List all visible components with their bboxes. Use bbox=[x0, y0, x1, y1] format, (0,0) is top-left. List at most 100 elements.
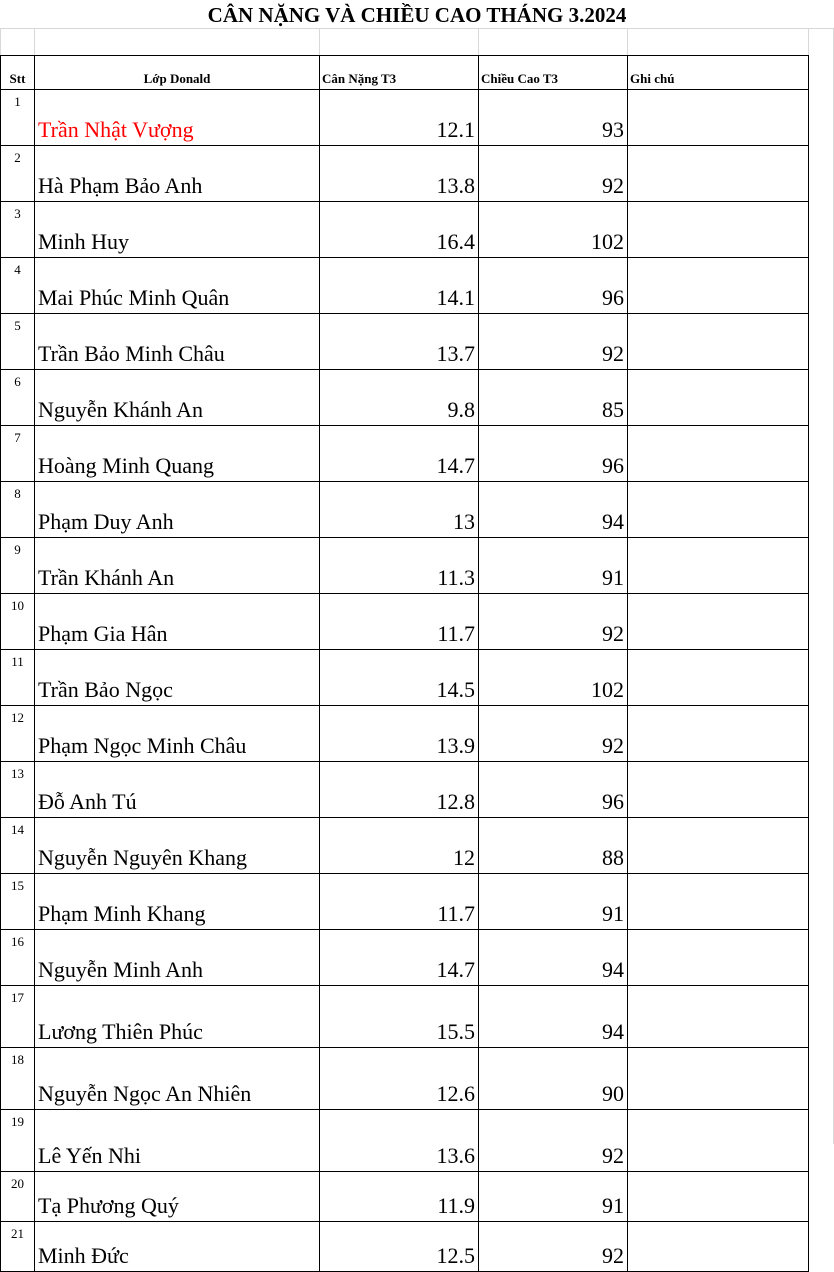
row-stt[interactable]: 11 bbox=[0, 649, 35, 706]
row-stt[interactable]: 18 bbox=[0, 1047, 35, 1110]
row-stt[interactable]: 16 bbox=[0, 929, 35, 986]
row-height[interactable]: 92 bbox=[478, 1109, 628, 1172]
row-note[interactable] bbox=[627, 1221, 809, 1272]
row-name[interactable]: Phạm Minh Khang bbox=[34, 873, 320, 930]
row-height[interactable]: 96 bbox=[478, 425, 628, 482]
row-stt[interactable]: 6 bbox=[0, 369, 35, 426]
row-weight[interactable]: 9.8 bbox=[319, 369, 479, 426]
row-stt[interactable]: 2 bbox=[0, 145, 35, 202]
row-name[interactable]: Nguyễn Khánh An bbox=[34, 369, 320, 426]
row-height[interactable]: 91 bbox=[478, 537, 628, 594]
row-weight[interactable]: 12.8 bbox=[319, 761, 479, 818]
row-name[interactable]: Trần Bảo Minh Châu bbox=[34, 313, 320, 370]
row-stt[interactable]: 19 bbox=[0, 1109, 35, 1172]
row-height[interactable]: 92 bbox=[478, 1221, 628, 1272]
row-weight[interactable]: 14.5 bbox=[319, 649, 479, 706]
row-height[interactable]: 102 bbox=[478, 201, 628, 258]
row-note[interactable] bbox=[627, 873, 809, 930]
row-note[interactable] bbox=[627, 929, 809, 986]
row-stt[interactable]: 10 bbox=[0, 593, 35, 650]
row-note[interactable] bbox=[627, 369, 809, 426]
row-stt[interactable]: 7 bbox=[0, 425, 35, 482]
row-height[interactable]: 88 bbox=[478, 817, 628, 874]
row-note[interactable] bbox=[627, 817, 809, 874]
row-note[interactable] bbox=[627, 89, 809, 146]
row-name[interactable]: Hà Phạm Bảo Anh bbox=[34, 145, 320, 202]
row-note[interactable] bbox=[627, 537, 809, 594]
row-weight[interactable]: 15.5 bbox=[319, 985, 479, 1048]
cell[interactable] bbox=[478, 28, 628, 56]
row-name[interactable]: Trần Khánh An bbox=[34, 537, 320, 594]
row-weight[interactable]: 16.4 bbox=[319, 201, 479, 258]
row-name[interactable]: Lê Yến Nhi bbox=[34, 1109, 320, 1172]
header-note[interactable]: Ghi chú bbox=[627, 55, 809, 90]
cell[interactable] bbox=[319, 28, 479, 56]
row-note[interactable] bbox=[627, 201, 809, 258]
row-name[interactable]: Trần Nhật Vượng bbox=[34, 89, 320, 146]
row-weight[interactable]: 11.9 bbox=[319, 1171, 479, 1222]
row-note[interactable] bbox=[627, 1047, 809, 1110]
row-weight[interactable]: 14.7 bbox=[319, 425, 479, 482]
row-stt[interactable]: 12 bbox=[0, 705, 35, 762]
cell[interactable] bbox=[0, 28, 35, 56]
row-stt[interactable]: 4 bbox=[0, 257, 35, 314]
row-height[interactable]: 96 bbox=[478, 761, 628, 818]
header-height[interactable]: Chiều Cao T3 bbox=[478, 55, 628, 90]
row-stt[interactable]: 9 bbox=[0, 537, 35, 594]
row-height[interactable]: 96 bbox=[478, 257, 628, 314]
row-height[interactable]: 90 bbox=[478, 1047, 628, 1110]
row-height[interactable]: 92 bbox=[478, 705, 628, 762]
row-stt[interactable]: 13 bbox=[0, 761, 35, 818]
row-weight[interactable]: 14.7 bbox=[319, 929, 479, 986]
row-name[interactable]: Minh Huy bbox=[34, 201, 320, 258]
row-note[interactable] bbox=[627, 705, 809, 762]
row-stt[interactable]: 1 bbox=[0, 89, 35, 146]
row-height[interactable]: 102 bbox=[478, 649, 628, 706]
header-weight[interactable]: Cân Nặng T3 bbox=[319, 55, 479, 90]
header-stt[interactable]: Stt bbox=[0, 55, 35, 90]
row-weight[interactable]: 12 bbox=[319, 817, 479, 874]
row-note[interactable] bbox=[627, 145, 809, 202]
row-name[interactable]: Trần Bảo Ngọc bbox=[34, 649, 320, 706]
row-note[interactable] bbox=[627, 1109, 809, 1172]
row-note[interactable] bbox=[627, 985, 809, 1048]
cell[interactable] bbox=[34, 28, 320, 56]
row-height[interactable]: 94 bbox=[478, 929, 628, 986]
row-stt[interactable]: 14 bbox=[0, 817, 35, 874]
row-height[interactable]: 94 bbox=[478, 985, 628, 1048]
row-note[interactable] bbox=[627, 593, 809, 650]
row-note[interactable] bbox=[627, 649, 809, 706]
row-weight[interactable]: 13.8 bbox=[319, 145, 479, 202]
row-weight[interactable]: 14.1 bbox=[319, 257, 479, 314]
row-height[interactable]: 91 bbox=[478, 1171, 628, 1222]
row-stt[interactable]: 8 bbox=[0, 481, 35, 538]
row-name[interactable]: Phạm Duy Anh bbox=[34, 481, 320, 538]
row-stt[interactable]: 3 bbox=[0, 201, 35, 258]
row-weight[interactable]: 13.6 bbox=[319, 1109, 479, 1172]
row-weight[interactable]: 13.7 bbox=[319, 313, 479, 370]
row-note[interactable] bbox=[627, 1171, 809, 1222]
row-weight[interactable]: 11.7 bbox=[319, 593, 479, 650]
row-name[interactable]: Hoàng Minh Quang bbox=[34, 425, 320, 482]
row-height[interactable]: 92 bbox=[478, 313, 628, 370]
row-name[interactable]: Nguyễn Minh Anh bbox=[34, 929, 320, 986]
row-name[interactable]: Phạm Gia Hân bbox=[34, 593, 320, 650]
row-note[interactable] bbox=[627, 313, 809, 370]
row-name[interactable]: Mai Phúc Minh Quân bbox=[34, 257, 320, 314]
row-note[interactable] bbox=[627, 761, 809, 818]
row-note[interactable] bbox=[627, 257, 809, 314]
row-stt[interactable]: 20 bbox=[0, 1171, 35, 1222]
row-weight[interactable]: 12.5 bbox=[319, 1221, 479, 1272]
row-name[interactable]: Nguyễn Nguyên Khang bbox=[34, 817, 320, 874]
row-weight[interactable]: 13.9 bbox=[319, 705, 479, 762]
row-name[interactable]: Minh Đức bbox=[34, 1221, 320, 1272]
row-height[interactable]: 92 bbox=[478, 593, 628, 650]
row-weight[interactable]: 13 bbox=[319, 481, 479, 538]
row-weight[interactable]: 11.3 bbox=[319, 537, 479, 594]
row-weight[interactable]: 11.7 bbox=[319, 873, 479, 930]
row-height[interactable]: 94 bbox=[478, 481, 628, 538]
row-name[interactable]: Đỗ Anh Tú bbox=[34, 761, 320, 818]
row-stt[interactable]: 15 bbox=[0, 873, 35, 930]
header-name[interactable]: Lớp Donald bbox=[34, 55, 320, 90]
row-note[interactable] bbox=[627, 481, 809, 538]
